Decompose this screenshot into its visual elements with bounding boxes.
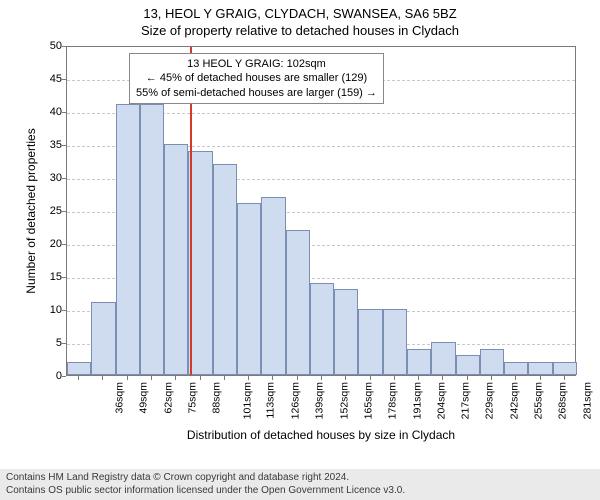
histogram-bar [383, 309, 407, 375]
x-tick-label: 126sqm [290, 382, 302, 419]
y-tick-label: 45 [36, 73, 62, 85]
x-axis-label: Distribution of detached houses by size … [66, 428, 576, 442]
y-tick-label: 10 [36, 304, 62, 316]
y-tick-label: 35 [36, 139, 62, 151]
x-tick-label: 255sqm [532, 382, 544, 419]
histogram-bar [164, 144, 188, 375]
x-tick-label: 268sqm [557, 382, 569, 419]
x-tick-label: 178sqm [387, 382, 399, 419]
x-tick-label: 88sqm [211, 382, 223, 414]
x-tick-label: 75sqm [187, 382, 199, 414]
histogram-bar [358, 309, 382, 375]
y-tick-label: 5 [36, 337, 62, 349]
annotation-line: 13 HEOL Y GRAIG: 102sqm [136, 57, 377, 71]
title-address: 13, HEOL Y GRAIG, CLYDACH, SWANSEA, SA6 … [0, 6, 600, 21]
y-tick-mark [62, 376, 66, 377]
x-tick-mark [491, 376, 492, 380]
histogram-bar [237, 203, 261, 375]
y-tick-label: 25 [36, 205, 62, 217]
histogram-bar [213, 164, 237, 375]
histogram-bar [407, 349, 431, 375]
annotation-line: ← 45% of detached houses are smaller (12… [136, 71, 377, 85]
histogram-bar [91, 302, 115, 375]
footer-line2: Contains OS public sector information li… [6, 485, 594, 498]
y-tick-mark [62, 178, 66, 179]
y-tick-label: 0 [36, 370, 62, 382]
x-tick-mark [102, 376, 103, 380]
x-tick-label: 165sqm [362, 382, 374, 419]
y-tick-label: 15 [36, 271, 62, 283]
chart-title-block: 13, HEOL Y GRAIG, CLYDACH, SWANSEA, SA6 … [0, 0, 600, 38]
x-tick-mark [540, 376, 541, 380]
x-tick-label: 191sqm [411, 382, 423, 419]
y-tick-mark [62, 46, 66, 47]
x-tick-mark [467, 376, 468, 380]
x-tick-mark [127, 376, 128, 380]
y-tick-mark [62, 211, 66, 212]
histogram-bar [528, 362, 552, 375]
histogram-bar [310, 283, 334, 375]
footer-line1: Contains HM Land Registry data © Crown c… [6, 472, 594, 485]
x-tick-mark [224, 376, 225, 380]
histogram-bar [456, 355, 480, 375]
histogram-bar [480, 349, 504, 375]
x-tick-mark [248, 376, 249, 380]
y-tick-mark [62, 343, 66, 344]
footer-attribution: Contains HM Land Registry data © Crown c… [0, 469, 600, 500]
histogram-bar [261, 197, 285, 375]
x-tick-mark [442, 376, 443, 380]
y-tick-label: 50 [36, 40, 62, 52]
x-tick-label: 281sqm [581, 382, 593, 419]
y-tick-mark [62, 145, 66, 146]
histogram-bar [140, 104, 164, 375]
histogram-bar [431, 342, 455, 375]
x-tick-label: 113sqm [264, 382, 276, 419]
histogram-bar [116, 104, 140, 375]
annotation-box: 13 HEOL Y GRAIG: 102sqm← 45% of detached… [129, 53, 384, 104]
chart-container: Number of detached properties 13 HEOL Y … [36, 46, 576, 426]
y-tick-mark [62, 79, 66, 80]
plot-area: 13 HEOL Y GRAIG: 102sqm← 45% of detached… [66, 46, 576, 376]
x-tick-label: 101sqm [241, 382, 253, 419]
x-tick-mark [175, 376, 176, 380]
x-tick-label: 217sqm [460, 382, 472, 419]
x-tick-mark [564, 376, 565, 380]
y-tick-mark [62, 244, 66, 245]
x-tick-mark [297, 376, 298, 380]
y-tick-mark [62, 310, 66, 311]
x-tick-label: 152sqm [338, 382, 350, 419]
x-tick-label: 229sqm [484, 382, 496, 419]
histogram-bar [67, 362, 91, 375]
x-tick-mark [272, 376, 273, 380]
x-tick-mark [394, 376, 395, 380]
y-tick-mark [62, 277, 66, 278]
x-tick-label: 242sqm [508, 382, 520, 419]
x-tick-label: 36sqm [114, 382, 126, 414]
x-tick-mark [515, 376, 516, 380]
x-tick-label: 62sqm [162, 382, 174, 414]
x-tick-mark [200, 376, 201, 380]
y-tick-mark [62, 112, 66, 113]
x-tick-label: 49sqm [138, 382, 150, 414]
x-tick-mark [151, 376, 152, 380]
histogram-bar [553, 362, 577, 375]
histogram-bar [504, 362, 528, 375]
y-tick-label: 30 [36, 172, 62, 184]
y-tick-label: 20 [36, 238, 62, 250]
histogram-bar [286, 230, 310, 375]
y-tick-label: 40 [36, 106, 62, 118]
x-tick-mark [418, 376, 419, 380]
x-tick-mark [321, 376, 322, 380]
annotation-line: 55% of semi-detached houses are larger (… [136, 86, 377, 100]
x-tick-mark [370, 376, 371, 380]
histogram-bar [334, 289, 358, 375]
x-tick-label: 139sqm [314, 382, 326, 419]
x-tick-mark [78, 376, 79, 380]
x-tick-label: 204sqm [435, 382, 447, 419]
x-tick-mark [345, 376, 346, 380]
title-subtitle: Size of property relative to detached ho… [0, 23, 600, 38]
